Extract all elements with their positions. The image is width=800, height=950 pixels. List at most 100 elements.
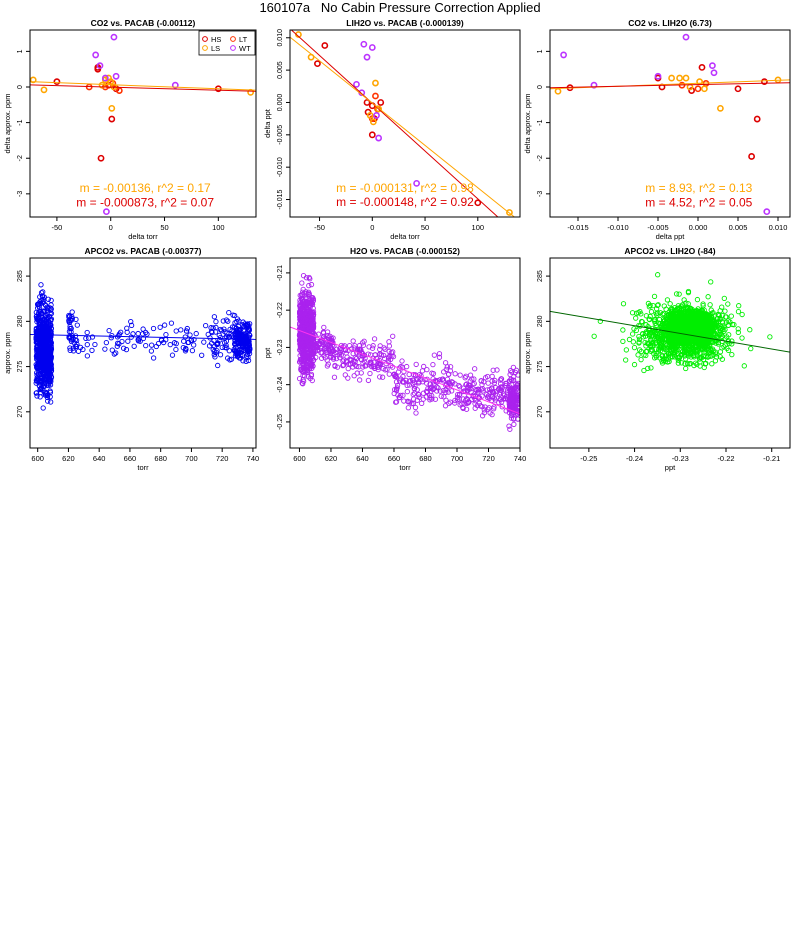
data-point <box>108 115 116 123</box>
fit-annotation: m = 4.52, r^2 = 0.05 <box>645 195 752 209</box>
data-point <box>501 392 508 398</box>
data-point <box>490 367 496 373</box>
data-point <box>660 316 667 323</box>
plot-area <box>550 33 790 216</box>
data-point <box>302 354 308 360</box>
data-point <box>674 320 680 326</box>
data-point <box>379 374 386 380</box>
data-point <box>227 326 233 333</box>
data-point <box>709 361 715 367</box>
chart-title: APCO2 vs. LIH2O (-84) <box>624 246 715 256</box>
data-point <box>653 354 660 360</box>
data-point <box>40 289 46 295</box>
data-point <box>303 325 309 332</box>
data-point <box>368 131 376 139</box>
data-point <box>705 348 711 354</box>
data-point <box>705 294 711 300</box>
data-point <box>669 335 675 341</box>
data-point <box>92 51 100 59</box>
data-point <box>311 357 317 363</box>
data-point <box>638 357 644 363</box>
data-point <box>424 389 431 395</box>
chart-title: APCO2 vs. PACAB (-0.00377) <box>85 246 202 256</box>
data-point <box>734 85 742 93</box>
data-point <box>698 64 706 71</box>
data-point <box>478 377 484 384</box>
data-point <box>709 62 716 70</box>
data-point <box>708 279 714 285</box>
data-point <box>297 356 304 363</box>
data-point <box>42 308 48 314</box>
data-point <box>663 306 669 312</box>
data-point <box>658 345 664 351</box>
data-point <box>321 42 329 49</box>
data-point <box>48 297 54 303</box>
data-point <box>362 355 368 361</box>
data-point <box>676 335 682 341</box>
data-point <box>712 337 718 343</box>
x-tick-label: -0.005 <box>647 223 668 232</box>
data-point <box>199 352 205 358</box>
y-tick-label: 285 <box>537 270 544 282</box>
data-point <box>645 300 652 307</box>
data-point <box>509 369 515 375</box>
data-point <box>360 40 368 48</box>
data-point <box>515 372 520 378</box>
data-point <box>729 351 735 358</box>
data-point <box>709 324 715 330</box>
data-point <box>685 290 692 296</box>
data-point <box>48 365 54 371</box>
data-point <box>304 369 310 375</box>
data-point <box>395 369 402 375</box>
data-point <box>647 333 653 339</box>
data-point <box>37 362 44 368</box>
legend-label: WT <box>239 44 251 53</box>
data-point <box>40 359 46 365</box>
data-point <box>304 309 311 315</box>
data-point <box>243 358 249 365</box>
data-point <box>400 392 406 398</box>
data-point <box>96 62 104 70</box>
data-point <box>114 343 120 349</box>
data-point <box>381 345 387 351</box>
data-point <box>509 397 516 403</box>
data-point <box>297 308 303 315</box>
data-point <box>677 334 683 341</box>
data-point <box>135 337 141 343</box>
data-point <box>710 69 718 77</box>
data-point <box>413 361 419 368</box>
data-point <box>671 344 678 350</box>
data-point <box>629 331 636 337</box>
plot-frame <box>549 29 791 218</box>
data-point <box>363 53 371 61</box>
data-point <box>668 323 674 330</box>
data-point <box>232 353 239 359</box>
data-point <box>721 295 727 302</box>
data-point <box>47 382 54 388</box>
data-point <box>645 365 651 371</box>
data-point <box>377 351 383 357</box>
data-point <box>655 272 661 278</box>
y-axis-label: delta approx. ppm <box>523 93 532 153</box>
data-point <box>649 329 655 335</box>
data-point <box>710 351 716 358</box>
data-point <box>48 354 54 360</box>
data-point <box>310 320 317 326</box>
data-point <box>508 394 515 401</box>
data-point <box>491 390 497 396</box>
data-point <box>682 361 688 367</box>
data-point <box>208 325 214 331</box>
fit-annotation: m = 8.93, r^2 = 0.13 <box>645 181 752 195</box>
data-point <box>509 392 515 398</box>
data-point <box>37 308 43 315</box>
data-point <box>676 291 682 297</box>
data-point <box>300 304 307 310</box>
data-point <box>143 342 149 349</box>
data-point <box>452 371 458 377</box>
data-point <box>41 294 47 300</box>
data-point <box>376 357 383 364</box>
data-point <box>677 309 683 315</box>
data-point <box>415 391 422 398</box>
data-point <box>367 359 373 365</box>
